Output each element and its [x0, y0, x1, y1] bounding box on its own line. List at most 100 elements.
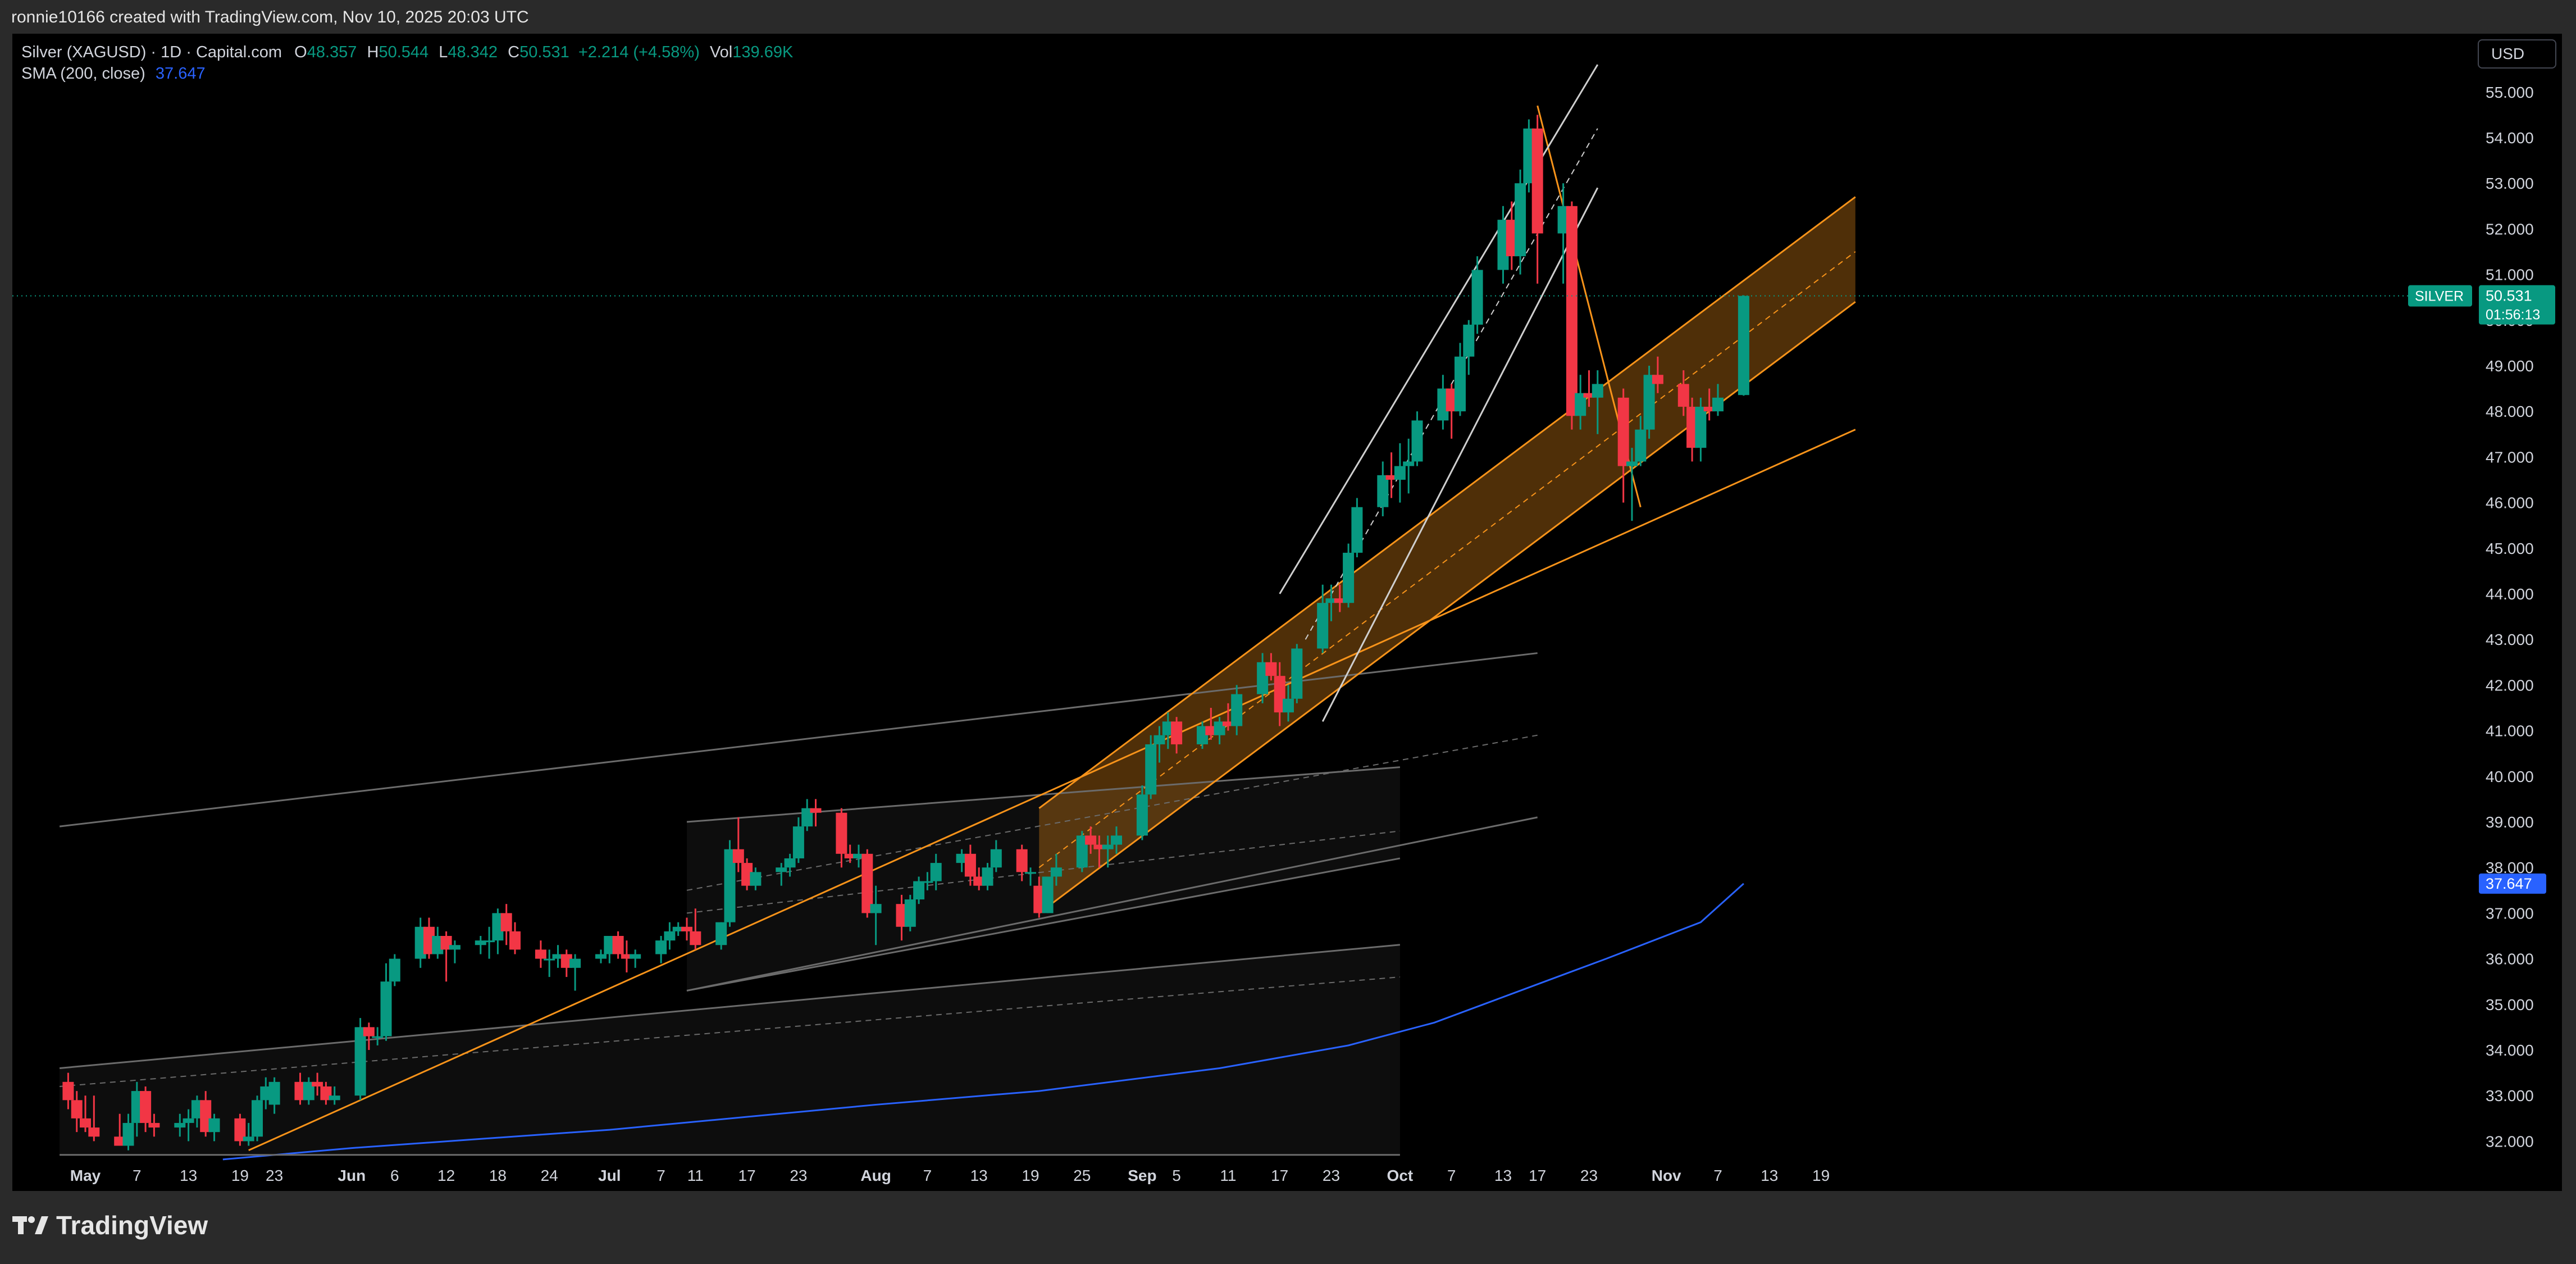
chart-panel[interactable]: 32.000 33.000 34.000 35.000 36.000 37.000 38.0… — [12, 34, 2562, 1191]
candle — [509, 922, 521, 954]
candlestick-chart[interactable]: 32.00033.00034.00035.00036.00037.00038.0… — [12, 34, 2562, 1191]
candle — [1317, 584, 1329, 653]
candle-body — [1557, 206, 1569, 234]
candle-body — [715, 922, 727, 945]
x-axis-tick-label: 13 — [970, 1167, 988, 1184]
candle-body — [973, 876, 985, 886]
candle-body — [836, 812, 847, 854]
candle-body — [801, 808, 813, 827]
candle — [956, 849, 968, 872]
y-axis-tick-label: 37.000 — [2486, 904, 2534, 922]
y-axis-tick-label: 52.000 — [2486, 220, 2534, 238]
candle-body — [1325, 598, 1337, 603]
white-up-channel-upper — [1279, 64, 1599, 594]
orange-trendline — [248, 429, 1856, 1152]
candle — [492, 908, 504, 954]
tradingview-logo[interactable]: TradingView — [12, 1210, 208, 1240]
candle — [535, 940, 546, 968]
candle-body — [732, 849, 744, 863]
candle-body — [569, 958, 581, 968]
candle — [1025, 867, 1036, 886]
y-axis-tick-label: 45.000 — [2486, 540, 2534, 557]
candle — [1102, 835, 1114, 868]
candle-body — [1214, 721, 1225, 735]
high-label: H — [367, 43, 379, 61]
candle-body — [1291, 648, 1303, 699]
candle-body — [681, 926, 692, 931]
candle-body — [1652, 375, 1663, 384]
candle-body — [1523, 128, 1535, 184]
candle-body — [552, 954, 564, 959]
chart-legend: Silver (XAGUSD) · 1D · Capital.com O48.3… — [21, 42, 793, 84]
candle-body — [792, 826, 804, 858]
candle-body — [1712, 397, 1724, 412]
candle-body — [1411, 420, 1423, 462]
candle — [268, 1077, 280, 1114]
candle-body — [1085, 835, 1097, 845]
candle — [88, 1095, 100, 1142]
candle-body — [354, 1027, 366, 1096]
y-axis-tick-label: 55.000 — [2486, 84, 2534, 101]
candle — [140, 1086, 152, 1133]
candle — [560, 949, 572, 977]
y-axis-tick-label: 51.000 — [2486, 266, 2534, 284]
candle-body — [440, 936, 452, 950]
candle — [1575, 375, 1586, 430]
candle-body — [509, 931, 521, 950]
x-axis-tick-label: 24 — [541, 1167, 558, 1184]
candle-body — [1695, 407, 1707, 448]
candle-body — [1471, 270, 1483, 325]
candle — [1145, 735, 1157, 799]
candle-body — [861, 853, 873, 913]
candle — [1686, 397, 1698, 462]
sma-200-line — [222, 883, 1744, 1161]
candle — [1437, 375, 1449, 430]
candle-body — [1222, 721, 1234, 726]
candle — [484, 926, 495, 959]
candle-body — [380, 981, 392, 1036]
candle-body — [423, 926, 435, 954]
candle — [1677, 370, 1689, 416]
candle-body — [1205, 726, 1217, 735]
candle-body — [776, 867, 787, 872]
candle-body — [372, 1036, 384, 1038]
candle — [1394, 443, 1406, 503]
y-axis-tick-label: 33.000 — [2486, 1087, 2534, 1104]
candle-body — [535, 949, 546, 959]
candle-body — [114, 1136, 126, 1146]
candle — [964, 844, 976, 886]
ohlc-legend-row: Silver (XAGUSD) · 1D · Capital.com O48.3… — [21, 42, 793, 63]
candle-body — [1575, 393, 1586, 416]
x-axis-tick-label: 13 — [180, 1167, 197, 1184]
candle — [1076, 831, 1088, 872]
sma-indicator-label[interactable]: SMA (200, close) — [21, 65, 145, 83]
high-value: 50.544 — [379, 43, 429, 61]
candle-body — [1050, 867, 1062, 877]
x-axis-tick-label: Jul — [598, 1167, 621, 1184]
candle — [690, 908, 701, 950]
candle — [612, 931, 624, 959]
candle — [1652, 356, 1663, 393]
candle-body — [174, 1122, 186, 1128]
candle-body — [1016, 849, 1028, 872]
candle — [672, 922, 684, 936]
candle-body — [1497, 220, 1509, 270]
candle — [1343, 543, 1355, 608]
candle — [1214, 717, 1225, 744]
candle — [1162, 712, 1174, 749]
currency-button[interactable]: USD — [2478, 39, 2556, 69]
candle — [973, 867, 985, 890]
candle — [1643, 366, 1655, 439]
candle — [191, 1095, 203, 1128]
candle — [423, 917, 435, 959]
candle-body — [1385, 475, 1397, 480]
candle — [792, 817, 804, 863]
candle — [122, 1113, 134, 1151]
candle-body — [1617, 397, 1629, 466]
candle — [475, 936, 486, 954]
candle-body — [1592, 384, 1603, 398]
sma-price-tag: 37.647 — [2479, 873, 2546, 894]
candle-body — [449, 945, 461, 950]
candle — [681, 917, 692, 941]
symbol-title[interactable]: Silver (XAGUSD) · 1D · Capital.com — [21, 43, 282, 61]
